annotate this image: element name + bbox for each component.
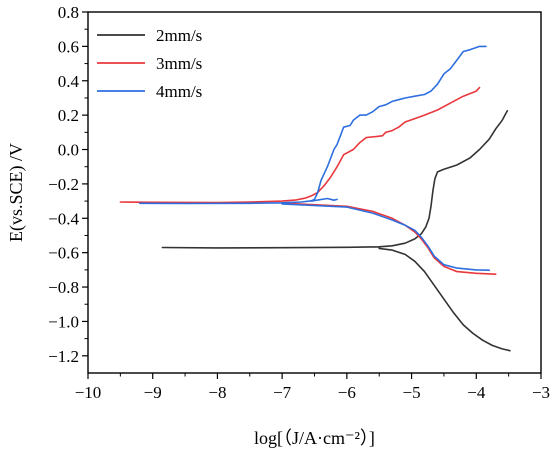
legend-label: 2mm/s <box>156 26 202 45</box>
y-tick-label: 0.6 <box>58 37 79 56</box>
plot-area <box>119 45 511 352</box>
x-tick-label: −9 <box>144 383 162 402</box>
legend-label: 4mm/s <box>156 82 202 101</box>
series-line-2 <box>139 45 490 271</box>
y-tick-label: −1.2 <box>48 347 79 366</box>
series-line-1 <box>119 86 497 275</box>
y-tick-label: 0.4 <box>58 72 80 91</box>
axes: −10 −9 −8 −7 −6 −5 −4 −3 −1.2 −1.0 −0.8 −0.6 −0.4 −0.… <box>48 3 550 402</box>
legend-label: 3mm/s <box>156 54 202 73</box>
x-tick-label: −10 <box>75 383 102 402</box>
x-tick-label: −4 <box>467 383 486 402</box>
y-axis-title: E(vs.SCE) /V <box>6 143 27 242</box>
x-tick-label: −3 <box>532 383 550 402</box>
x-tick-label: −5 <box>403 383 421 402</box>
x-tick-label: −6 <box>338 383 356 402</box>
y-tick-label: 0.2 <box>58 106 79 125</box>
y-tick-label: 0.0 <box>58 141 79 160</box>
y-tick-label: −0.4 <box>48 209 79 228</box>
x-tick-label: −7 <box>273 383 292 402</box>
y-tick-label: −0.6 <box>48 244 79 263</box>
y-tick-label: −0.2 <box>48 175 79 194</box>
x-axis-title: log[（J/A·cm⁻²）] <box>254 428 375 448</box>
y-tick-label: −0.8 <box>48 278 79 297</box>
legend: 2mm/s 3mm/s 4mm/s <box>97 26 202 101</box>
x-tick-label: −8 <box>208 383 226 402</box>
y-tick-label: 0.8 <box>58 3 79 22</box>
series-line-0 <box>161 110 511 352</box>
y-tick-label: −1.0 <box>48 312 79 331</box>
